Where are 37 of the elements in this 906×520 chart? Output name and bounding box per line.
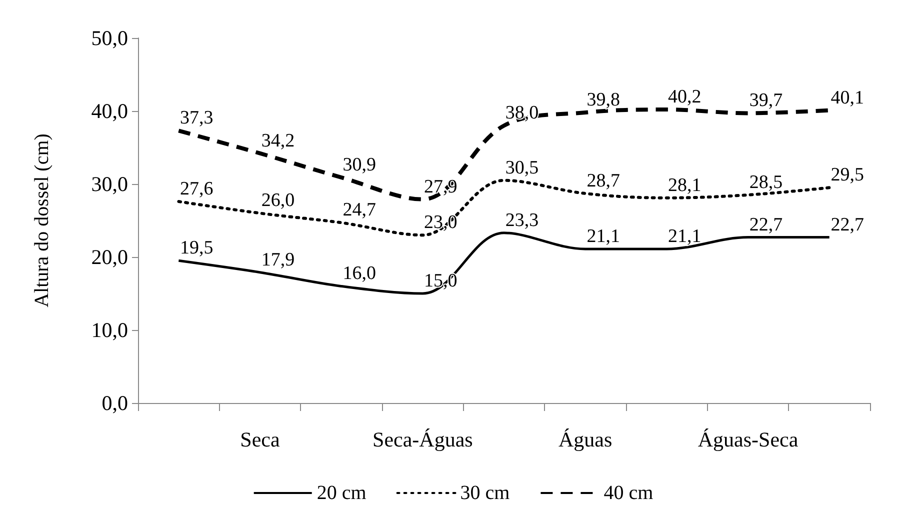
data-label: 37,3 (180, 108, 214, 129)
data-label: 16,0 (342, 263, 376, 284)
data-label: 28,1 (668, 174, 702, 196)
x-tick-label: Águas-Seca (698, 428, 799, 452)
legend-label: 30 cm (460, 482, 510, 504)
data-label: 34,2 (261, 130, 295, 152)
data-label: 23,3 (505, 210, 539, 231)
x-tick-label: Águas (558, 428, 612, 452)
data-label: 39,7 (749, 90, 783, 112)
data-label: 19,5 (180, 238, 214, 259)
data-label: 39,8 (586, 89, 620, 110)
legend-label: 40 cm (604, 482, 654, 504)
data-label: 24,7 (342, 200, 376, 221)
data-label: 40,2 (668, 86, 702, 108)
y-tick-label: 20,0 (91, 245, 128, 269)
x-tick-label: Seca-Águas (372, 428, 473, 452)
data-label: 27,6 (180, 178, 214, 200)
y-tick-label: 30,0 (91, 172, 128, 196)
data-label: 22,7 (830, 214, 864, 236)
data-label: 17,9 (261, 249, 295, 270)
x-tick-label: Seca (240, 428, 280, 452)
data-label: 21,1 (586, 226, 620, 247)
data-label: 30,5 (505, 157, 539, 178)
data-label: 28,5 (749, 172, 783, 193)
legend-label: 20 cm (316, 482, 367, 504)
y-tick-label: 10,0 (91, 318, 128, 342)
y-axis-title: Altura do dossel (cm) (31, 134, 53, 308)
data-label: 29,5 (830, 164, 864, 186)
data-label: 22,7 (749, 214, 783, 236)
data-label: 28,7 (586, 170, 620, 192)
data-label: 21,1 (668, 226, 702, 247)
y-tick-label: 40,0 (91, 99, 128, 123)
data-label: 26,0 (261, 190, 295, 212)
data-label: 30,9 (342, 154, 376, 176)
y-tick-label: 0,0 (102, 391, 128, 415)
data-label: 40,1 (830, 87, 864, 108)
y-tick-label: 50,0 (91, 26, 128, 50)
